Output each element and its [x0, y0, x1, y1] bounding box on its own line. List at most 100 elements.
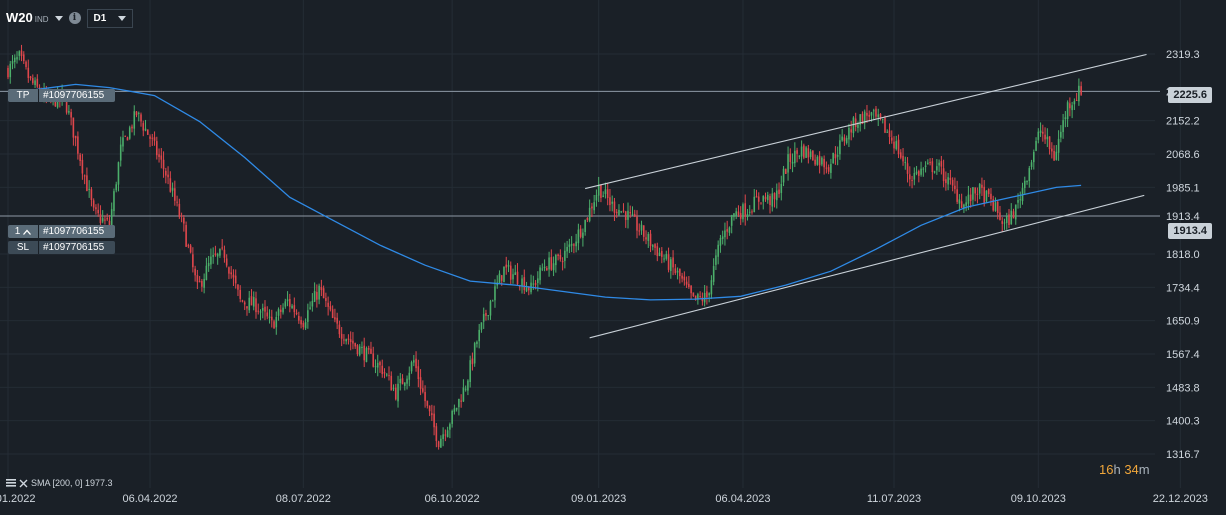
close-icon[interactable] — [19, 479, 28, 488]
sl-label: SL — [8, 241, 39, 254]
entry-order-id: #1097706155 — [43, 226, 105, 237]
timeframe-value: D1 — [93, 12, 107, 24]
indicator-list-icon[interactable] — [6, 479, 16, 487]
tp-order-id: #1097706155 — [43, 90, 105, 101]
candle-body — [13, 57, 16, 63]
candle-body — [818, 155, 821, 166]
candle-body — [480, 322, 483, 330]
candle-body — [728, 227, 731, 233]
candle-body — [455, 407, 458, 410]
candle-body — [958, 199, 961, 204]
candle-body — [307, 310, 309, 322]
candle-body — [739, 213, 742, 219]
candle-body — [282, 307, 284, 313]
candle-body — [1078, 85, 1080, 102]
candle-body — [72, 117, 75, 138]
candle-body — [769, 196, 771, 206]
candle-body — [936, 166, 938, 171]
candle-body — [800, 146, 803, 157]
tp-order-tag[interactable]: TP #1097706155 — [8, 89, 115, 102]
candle-body — [866, 112, 868, 116]
candle-body — [566, 246, 568, 252]
candle-body — [611, 201, 614, 204]
candle-body — [823, 158, 825, 168]
candle-body — [88, 188, 90, 190]
candle-body — [805, 147, 807, 158]
candle-body — [167, 174, 169, 178]
sma-indicator-label[interactable]: SMA [200, 0] 1977.3 — [6, 478, 113, 488]
candle-body — [1055, 151, 1058, 160]
candle-body — [277, 309, 280, 316]
tp-price-tag[interactable]: 2225.6 — [1168, 87, 1212, 103]
candle-body — [92, 200, 95, 208]
candle-body — [532, 283, 535, 285]
candle-body — [201, 280, 203, 287]
symbol-dropdown-icon[interactable] — [54, 15, 63, 21]
candle-body — [699, 296, 701, 298]
candle-body — [223, 249, 226, 258]
symbol-name[interactable]: W20 IND — [6, 10, 49, 25]
candle-body — [392, 388, 395, 390]
timeframe-select[interactable]: D1 — [86, 8, 134, 28]
candle-body — [108, 220, 111, 227]
candle-body — [192, 254, 194, 268]
candle-body — [803, 145, 805, 158]
candle-body — [656, 246, 659, 256]
entry-price-tag[interactable]: 1913.4 — [1168, 223, 1212, 239]
candle-body — [417, 366, 420, 380]
candle-body — [379, 362, 381, 366]
candle-body — [419, 377, 422, 389]
candle-body — [189, 245, 192, 253]
candle-body — [25, 61, 27, 67]
candle-body — [726, 229, 728, 232]
candle-body — [476, 341, 478, 345]
candle-body — [264, 306, 266, 312]
candle-body — [789, 153, 792, 162]
candle-body — [1046, 136, 1049, 140]
candle-body — [629, 212, 632, 214]
candle-body — [809, 151, 812, 158]
candle-body — [171, 188, 174, 191]
price-tick-label: 1400.3 — [1166, 416, 1200, 428]
candle-body — [642, 225, 645, 237]
candle-body — [814, 159, 816, 165]
candle-body — [546, 268, 548, 271]
candle-body — [879, 113, 882, 119]
candle-body — [250, 296, 253, 306]
candle-body — [79, 154, 81, 161]
candle-body — [1044, 134, 1046, 140]
trend-channel[interactable] — [585, 53, 1147, 339]
candle-body — [180, 215, 183, 217]
candle-body — [706, 291, 708, 298]
entry-order-tag[interactable]: 1 #1097706155 — [8, 225, 115, 238]
candle-body — [672, 257, 674, 268]
candle-body — [131, 126, 133, 129]
time-axis[interactable]: 07.01.2022 06.04.2022 08.07.2022 06.10.2022… — [0, 493, 1208, 505]
candle-body — [16, 57, 18, 60]
tp-price-value: 2225.6 — [1173, 89, 1207, 101]
candle-body — [388, 375, 390, 377]
candle-body — [561, 260, 564, 263]
info-icon[interactable]: i — [68, 12, 81, 24]
candle-body — [665, 254, 668, 259]
candle-body — [559, 255, 562, 260]
candle-body — [584, 219, 586, 233]
candle-body — [972, 187, 974, 200]
candle-body — [349, 339, 352, 343]
bar-countdown: 16h 34m — [1099, 462, 1150, 477]
candle-body — [624, 211, 627, 221]
candle-body — [697, 294, 699, 300]
candle-body — [318, 285, 320, 300]
candle-body — [690, 285, 692, 294]
sl-order-tag[interactable]: SL #1097706155 — [8, 241, 115, 254]
price-axis[interactable]: 2319.32225.62152.22068.61985.11913.41818… — [1166, 49, 1200, 461]
countdown-hours: 16 — [1099, 462, 1114, 477]
candle-body — [352, 340, 354, 344]
candle-body — [692, 292, 695, 296]
candle-body — [1051, 148, 1053, 152]
countdown-minutes-unit: m — [1138, 462, 1150, 477]
chart-toolbar: W20 IND i D1 — [6, 8, 134, 28]
candle-body — [160, 155, 163, 160]
candle-body — [640, 224, 643, 231]
